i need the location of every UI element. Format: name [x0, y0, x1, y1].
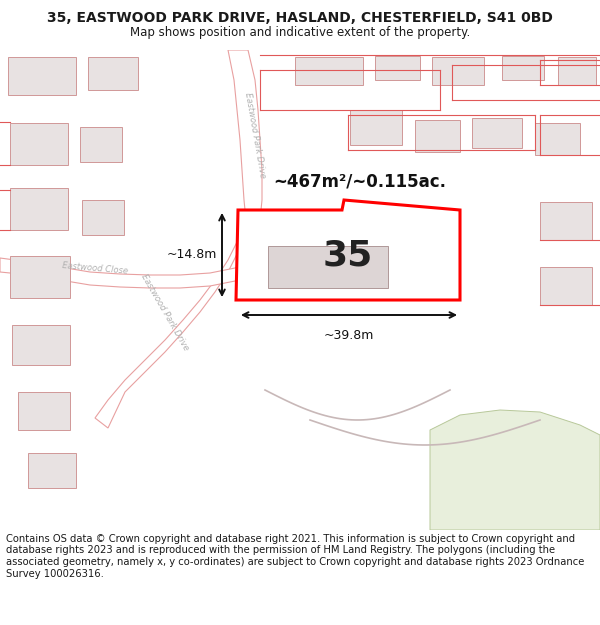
Polygon shape [430, 410, 600, 530]
Bar [540, 202, 592, 240]
Bar [18, 392, 70, 430]
Bar [432, 57, 484, 85]
Polygon shape [236, 200, 460, 300]
Polygon shape [95, 220, 260, 428]
Bar [472, 118, 522, 148]
Bar [10, 123, 68, 165]
Bar [88, 57, 138, 90]
Bar [558, 57, 596, 85]
Text: ~39.8m: ~39.8m [324, 329, 374, 342]
Text: Map shows position and indicative extent of the property.: Map shows position and indicative extent… [130, 26, 470, 39]
Polygon shape [0, 258, 248, 288]
Text: Eastwood Close: Eastwood Close [62, 261, 128, 276]
Bar [350, 110, 402, 145]
Bar [10, 188, 68, 230]
Text: Contains OS data © Crown copyright and database right 2021. This information is : Contains OS data © Crown copyright and d… [6, 534, 584, 579]
Polygon shape [228, 50, 262, 220]
Text: ~467m²/~0.115ac.: ~467m²/~0.115ac. [274, 173, 446, 191]
Bar [268, 246, 388, 288]
Text: Eastwood Park Drive: Eastwood Park Drive [243, 91, 267, 179]
Bar [80, 127, 122, 162]
Bar [8, 57, 76, 95]
Text: ~14.8m: ~14.8m [167, 249, 217, 261]
Bar [535, 123, 580, 155]
Text: Eastwood Park Drive: Eastwood Park Drive [139, 272, 191, 352]
Text: 35: 35 [323, 238, 373, 272]
Bar [540, 267, 592, 305]
Bar [375, 56, 420, 80]
Bar [82, 200, 124, 235]
Bar [10, 256, 70, 298]
Bar [415, 120, 460, 152]
Bar [502, 56, 544, 80]
Bar [295, 57, 363, 85]
Text: 35, EASTWOOD PARK DRIVE, HASLAND, CHESTERFIELD, S41 0BD: 35, EASTWOOD PARK DRIVE, HASLAND, CHESTE… [47, 11, 553, 25]
Bar [12, 325, 70, 365]
Bar [28, 453, 76, 488]
